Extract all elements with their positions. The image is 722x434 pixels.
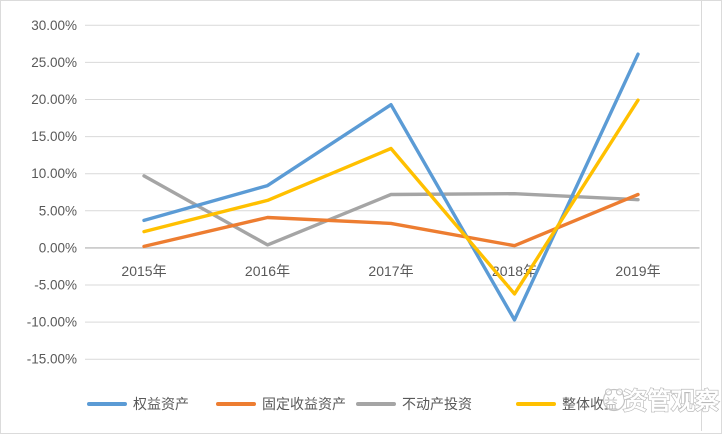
y-tick-label: 10.00%: [31, 166, 77, 181]
y-tick-label: 0.00%: [39, 240, 77, 255]
legend-label-real-estate-investment: 不动产投资: [402, 396, 472, 412]
y-tick-label: -10.00%: [27, 315, 77, 330]
legend-item-fixed-income-assets: 固定收益资产: [216, 395, 346, 413]
legend-label-equity-assets: 权益资产: [133, 396, 189, 412]
y-tick-label: 5.00%: [39, 203, 77, 218]
chart-border-divider: [701, 1, 702, 431]
x-axis-label: 2019年: [615, 263, 660, 279]
y-tick-label: 20.00%: [31, 92, 77, 107]
legend-swatch-fixed-income-assets: [216, 402, 256, 406]
y-tick-label: 15.00%: [31, 129, 77, 144]
series-line-overall-return: [142, 98, 640, 296]
x-axis-label: 2017年: [368, 263, 413, 279]
legend-item-equity-assets: 权益资产: [87, 395, 189, 413]
watermark: 资管观察: [602, 386, 721, 416]
series-line-equity-assets: [142, 52, 640, 322]
series-line-fixed-income-assets: [142, 192, 640, 249]
y-tick-label: 25.00%: [31, 55, 77, 70]
watermark-text: 资管观察: [623, 387, 720, 415]
y-tick-label: 30.00%: [31, 18, 77, 33]
legend-swatch-equity-assets: [87, 402, 127, 406]
y-tick-label: -15.00%: [27, 352, 77, 367]
legend-swatch-real-estate-investment: [356, 402, 396, 406]
legend-label-fixed-income-assets: 固定收益资产: [262, 396, 346, 412]
legend-item-real-estate-investment: 不动产投资: [356, 395, 472, 413]
y-tick-label: -5.00%: [34, 278, 77, 293]
x-axis-label: 2015年: [121, 263, 166, 279]
legend-swatch-overall-return: [516, 402, 556, 406]
series-line-real-estate-investment: [142, 174, 640, 247]
x-axis-label: 2016年: [245, 263, 290, 279]
